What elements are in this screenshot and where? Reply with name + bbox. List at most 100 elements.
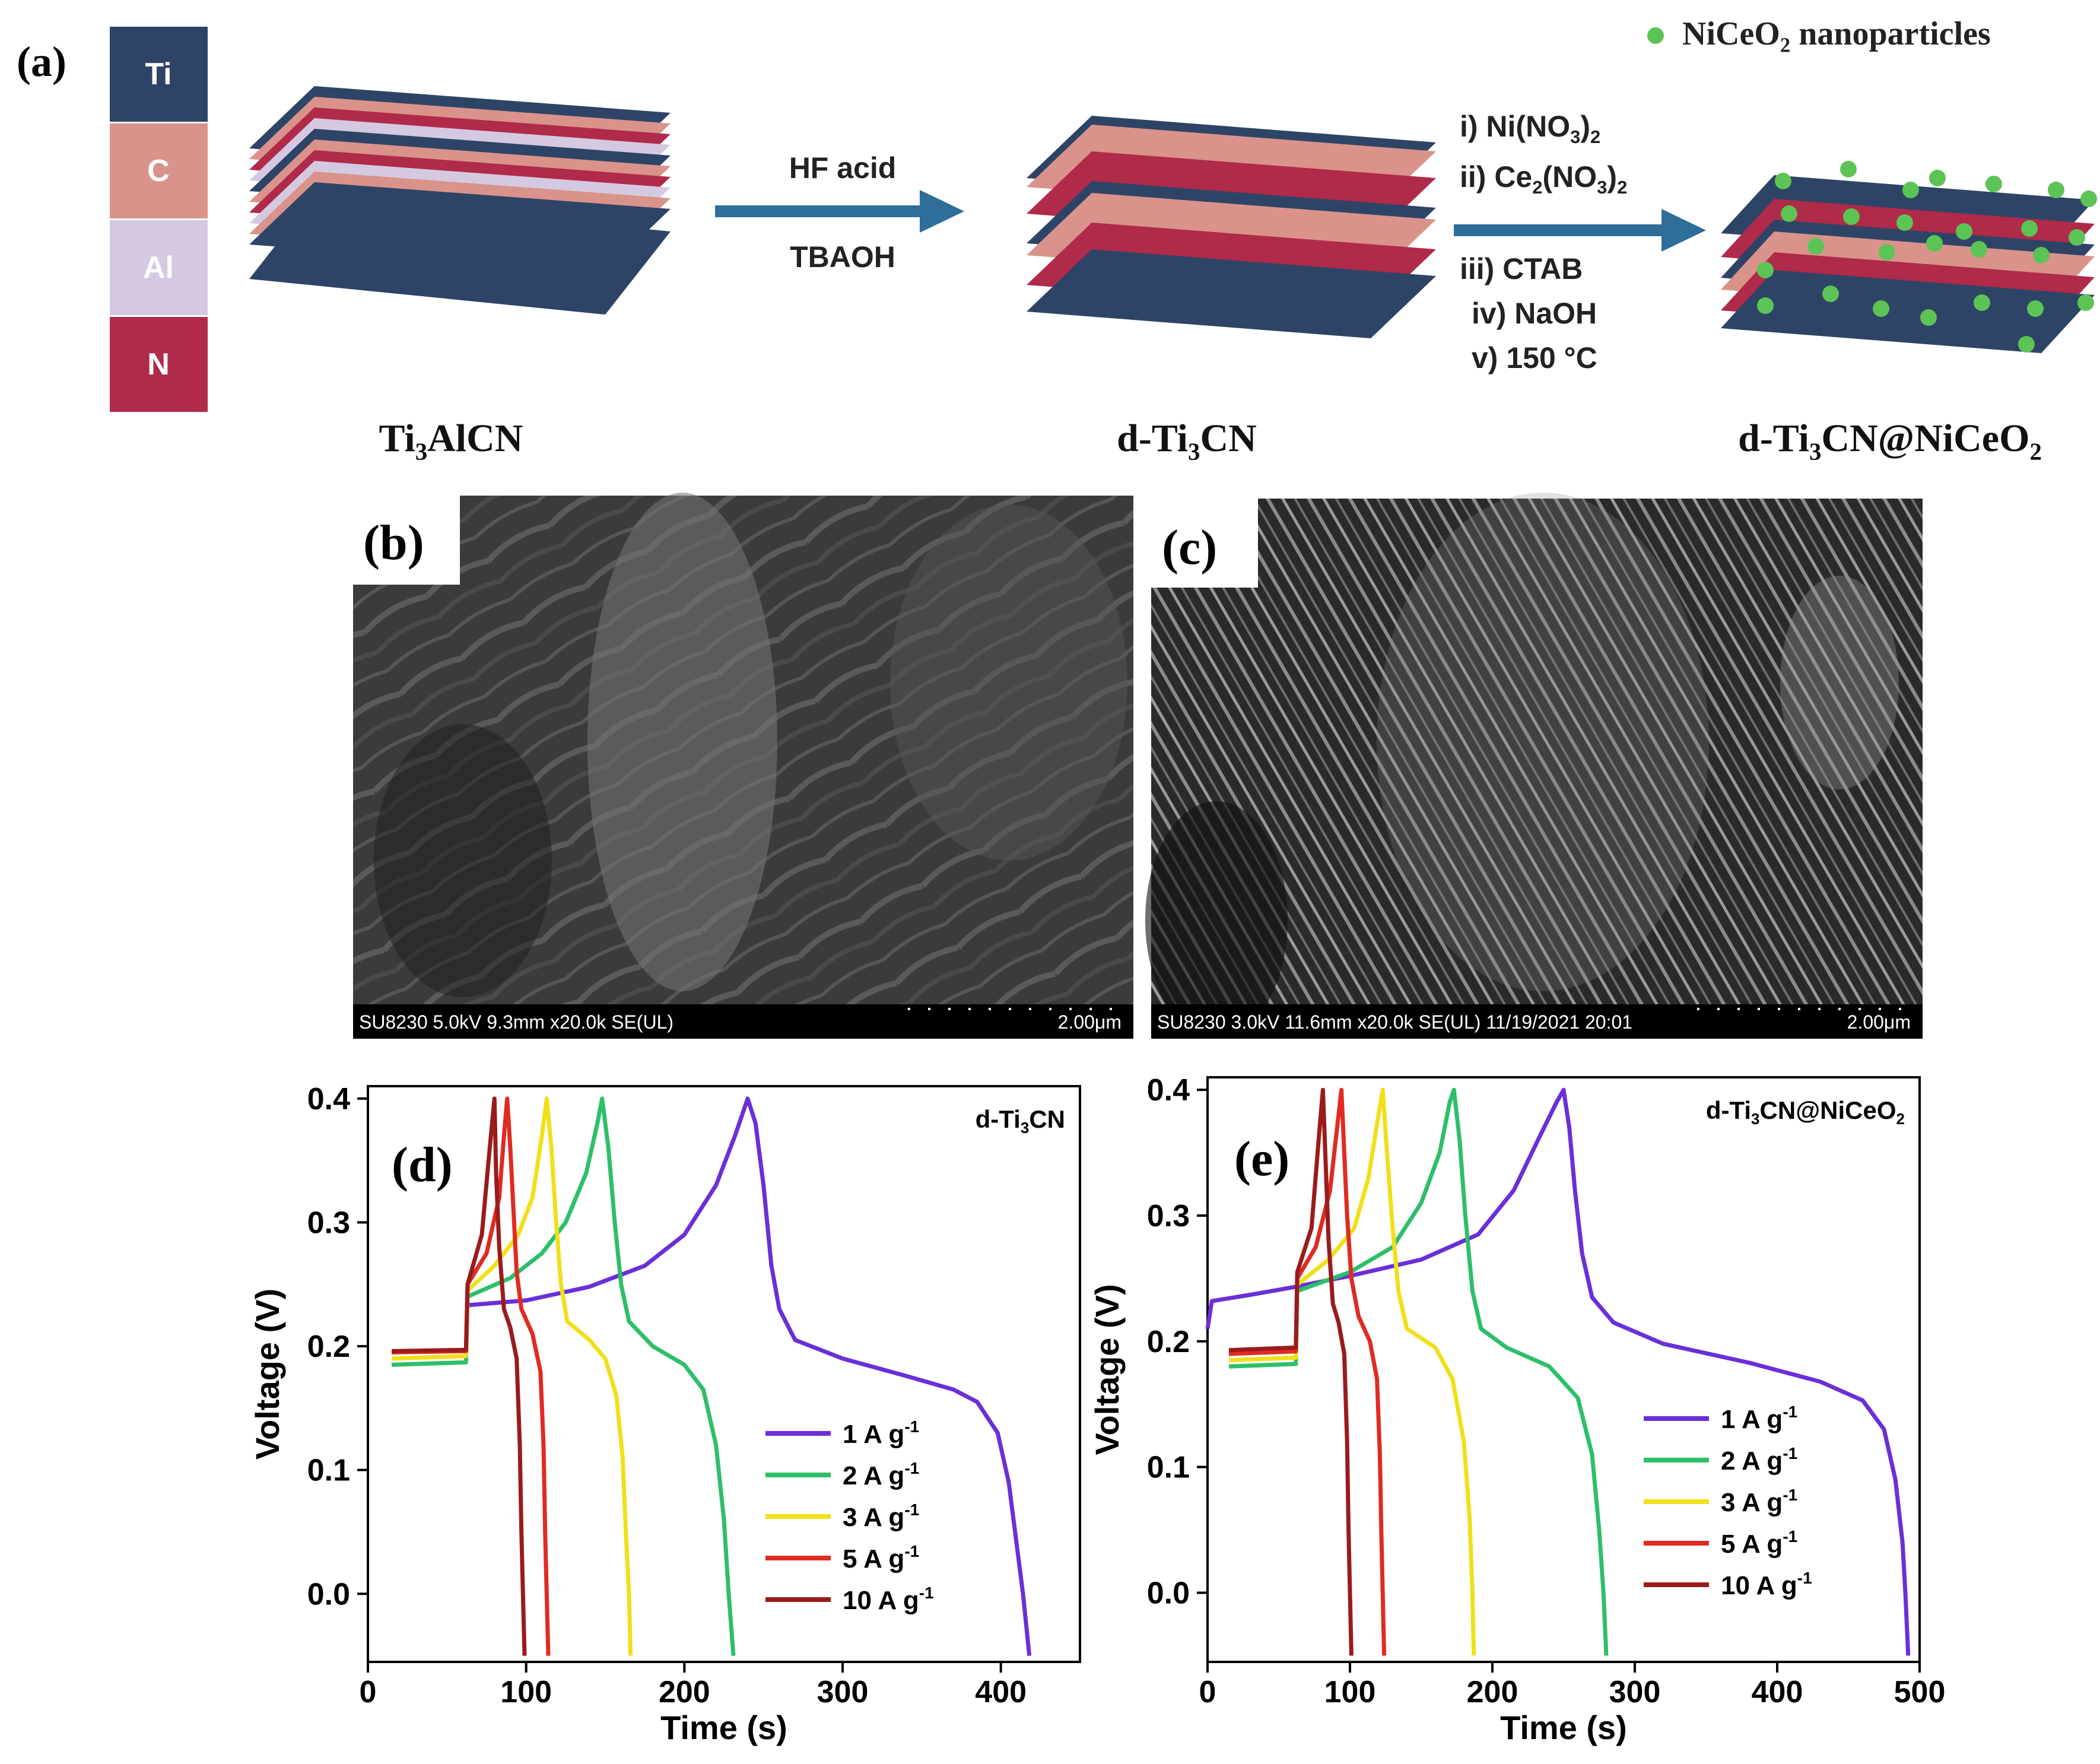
element-label: Ti bbox=[145, 57, 171, 91]
x-tick-label: 500 bbox=[1894, 1675, 1946, 1709]
series-line-5-A-g-1 bbox=[1228, 1087, 1387, 1656]
y-tick-label: 0.1 bbox=[307, 1454, 350, 1488]
legend-entry: 3 A g-1 bbox=[843, 1500, 919, 1532]
nanoparticle-dot bbox=[1757, 262, 1774, 278]
nanoparticle-dot bbox=[2018, 336, 2035, 353]
y-tick-label: 0.1 bbox=[1147, 1451, 1190, 1485]
step1-top-text: HF acid bbox=[789, 151, 897, 185]
series-line-3-A-g-1 bbox=[391, 1096, 633, 1656]
chart-d: 0 100 200 300 400 0.0 0.1 0.2 0.3 0.4 Time (s) Volt… bbox=[249, 1082, 1081, 1746]
x-tick-label: 0 bbox=[360, 1675, 377, 1709]
nanoparticle-dot bbox=[2069, 229, 2085, 246]
nanoparticle-dot bbox=[1896, 214, 1913, 231]
series-line-10-A-g-1 bbox=[391, 1096, 527, 1656]
material-name: d-Ti3CN@NiCeO2 bbox=[1738, 417, 2042, 465]
y-tick-label: 0.2 bbox=[307, 1330, 350, 1364]
layer-sheet bbox=[1027, 249, 1436, 338]
nanoparticle-dot bbox=[1971, 241, 1987, 258]
step2-line: iii) CTAB bbox=[1460, 252, 1583, 285]
series-line-10-A-g-1 bbox=[1228, 1087, 1354, 1656]
nanoparticle-dot bbox=[1840, 161, 1857, 177]
synthesis-scheme: (a) Ti C Al N HF acid TBAOH i) Ni(NO3)2 ii) … bbox=[17, 15, 2097, 465]
nanoparticle-dot bbox=[2021, 220, 2038, 237]
y-axis-label: Voltage (V) bbox=[249, 1289, 286, 1460]
step2-conditions: i) Ni(NO3)2 ii) Ce2(NO3)2 iii) CTAB iv) NaO… bbox=[1460, 110, 1627, 375]
legend-entry: 2 A g-1 bbox=[843, 1459, 919, 1490]
legend-entry: 1 A g-1 bbox=[843, 1417, 919, 1449]
y-tick-label: 0.3 bbox=[307, 1205, 350, 1240]
series-line-3-A-g-1 bbox=[1228, 1087, 1476, 1656]
step2-line: i) Ni(NO3)2 bbox=[1460, 110, 1600, 147]
x-tick-label: 200 bbox=[1467, 1675, 1518, 1709]
layer-sheet bbox=[249, 196, 671, 315]
nanoparticle-dot bbox=[2033, 247, 2050, 264]
panel-label-c: (c) bbox=[1162, 520, 1217, 575]
x-tick-label: 400 bbox=[1752, 1675, 1803, 1709]
element-block-c bbox=[110, 123, 208, 218]
nanoparticle-dot bbox=[1974, 294, 1990, 311]
nanoparticle-dot bbox=[1929, 170, 1946, 186]
y-tick-label: 0.4 bbox=[307, 1082, 350, 1116]
nanoparticle-dot bbox=[1920, 309, 1937, 326]
nanoparticle-dot bbox=[1843, 208, 1860, 225]
step2-line: v) 150 °C bbox=[1472, 341, 1597, 375]
nanoparticle-dot bbox=[1757, 297, 1774, 314]
x-tick-label: 0 bbox=[1199, 1675, 1216, 1709]
legend-entry: 5 A g-1 bbox=[1721, 1527, 1797, 1559]
x-tick-label: 300 bbox=[1609, 1675, 1661, 1709]
x-tick-label: 300 bbox=[817, 1675, 869, 1709]
nanoparticle-dot bbox=[1807, 238, 1824, 255]
nanoparticle-dot bbox=[2080, 191, 2097, 207]
sem-c-info: SU8230 3.0kV 11.6mm x20.0k SE(UL) 11/19/… bbox=[1157, 1011, 1632, 1033]
sem-c-scale: 2.00μm bbox=[1847, 1011, 1911, 1033]
plot-frame bbox=[1206, 1076, 1921, 1663]
y-tick-label: 0.3 bbox=[1147, 1199, 1190, 1233]
series-line-2-A-g-1 bbox=[1228, 1087, 1609, 1656]
x-tick-label: 100 bbox=[500, 1675, 552, 1709]
element-block-ti bbox=[110, 27, 208, 122]
nanoparticle-dot bbox=[1822, 285, 1839, 302]
x-axis-label: Time (s) bbox=[660, 1709, 787, 1746]
sample-label: d-Ti3CN@NiCeO2 bbox=[1706, 1096, 1905, 1128]
nanoparticle-dot bbox=[1781, 205, 1797, 222]
element-stack: Ti C Al N bbox=[110, 27, 208, 412]
nanoparticle-dot bbox=[2077, 294, 2094, 311]
nanoparticle-dot bbox=[2048, 182, 2064, 198]
nanoparticle-legend-dot bbox=[1647, 27, 1664, 44]
x-tick-label: 100 bbox=[1324, 1675, 1376, 1709]
legend-entry: 10 A g-1 bbox=[843, 1584, 934, 1615]
y-tick-label: 0.0 bbox=[307, 1577, 350, 1611]
arrow-step1 bbox=[715, 190, 964, 233]
nanoparticle-dot bbox=[1902, 182, 1919, 198]
sem-b-info: SU8230 5.0kV 9.3mm x20.0k SE(UL) bbox=[359, 1011, 673, 1033]
arrow-step2 bbox=[1454, 209, 1706, 252]
panel-label-d: (d) bbox=[392, 1137, 453, 1192]
x-axis-label: Time (s) bbox=[1500, 1709, 1627, 1746]
panel-label-e: (e) bbox=[1234, 1131, 1289, 1186]
legend-entry: 10 A g-1 bbox=[1721, 1569, 1812, 1600]
panel-label-a: (a) bbox=[17, 38, 66, 85]
nanoparticle-dot bbox=[1956, 223, 1972, 240]
element-label: C bbox=[147, 154, 170, 188]
nanoparticle-dot bbox=[1985, 176, 2002, 192]
y-tick-label: 0.0 bbox=[1147, 1576, 1190, 1610]
plot-frame bbox=[367, 1085, 1081, 1663]
nanoparticle-dot bbox=[1775, 173, 1791, 189]
element-block-n bbox=[110, 317, 208, 412]
nanoparticle-dot bbox=[1879, 244, 1895, 261]
legend-entry: 1 A g-1 bbox=[1721, 1403, 1797, 1434]
sample-label: d-Ti3CN bbox=[976, 1105, 1065, 1137]
element-block-al bbox=[110, 220, 208, 315]
sem-b-scale: 2.00μm bbox=[1058, 1011, 1122, 1033]
layer-sheet bbox=[1721, 270, 2095, 353]
layer-stack-d-ti3cn bbox=[1027, 116, 1436, 338]
nanoparticle-dot bbox=[2027, 300, 2044, 317]
element-label: N bbox=[147, 347, 170, 382]
y-tick-label: 0.2 bbox=[1147, 1325, 1190, 1359]
step2-line: ii) Ce2(NO3)2 bbox=[1460, 160, 1627, 198]
x-tick-label: 400 bbox=[975, 1675, 1027, 1709]
legend-entry: 5 A g-1 bbox=[843, 1542, 919, 1573]
step1-bottom-text: TBAOH bbox=[790, 240, 895, 274]
svg-text:NiCeO2 nanoparticles: NiCeO2 nanoparticles bbox=[1682, 15, 1991, 56]
panel-label-b: (b) bbox=[363, 515, 424, 570]
